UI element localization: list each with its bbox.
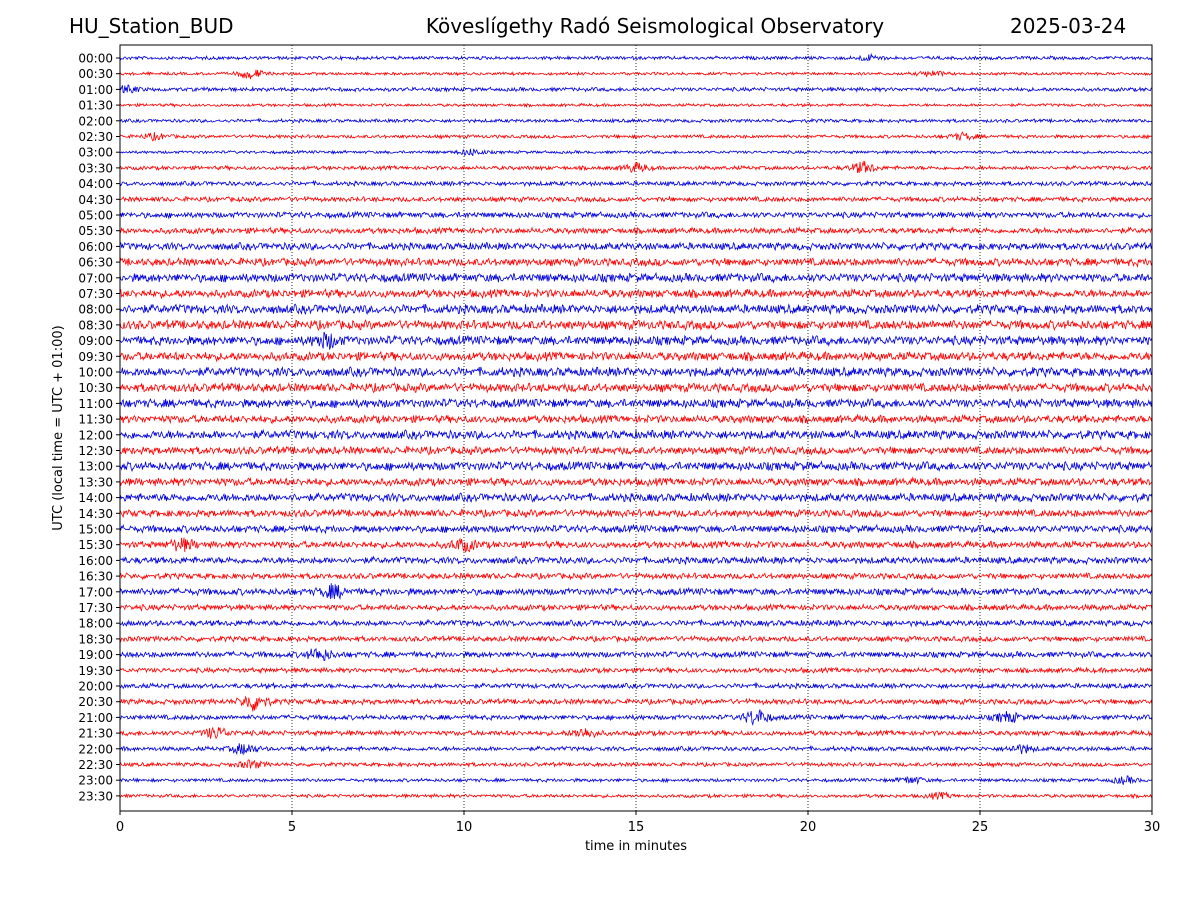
trace-1100 — [119, 397, 1153, 410]
trace-1600 — [119, 555, 1153, 566]
trace-0600 — [119, 241, 1153, 252]
y-tick-label: 00:00 — [78, 52, 113, 66]
y-tick-label: 04:30 — [78, 193, 113, 207]
x-tick-label: 20 — [800, 820, 817, 835]
trace-0030 — [119, 69, 1153, 80]
trace-1700 — [119, 583, 1153, 601]
y-tick-label: 06:00 — [78, 240, 113, 254]
x-tick-label: 10 — [456, 820, 473, 835]
x-tick-label: 25 — [972, 820, 989, 835]
y-tick-label: 08:30 — [78, 318, 113, 332]
trace-2000 — [119, 681, 1153, 690]
date-label: 2025-03-24 — [1010, 14, 1127, 38]
y-tick-label: 14:30 — [78, 507, 113, 521]
y-tick-label: 07:00 — [78, 271, 113, 285]
y-tick-label: 01:00 — [78, 83, 113, 97]
y-tick-label: 14:00 — [78, 491, 113, 505]
y-tick-label: 19:00 — [78, 648, 113, 662]
y-tick-label: 03:00 — [78, 146, 113, 160]
grid-group — [291, 45, 981, 811]
x-tick-label: 30 — [1144, 820, 1161, 835]
y-tick-label: 05:30 — [78, 224, 113, 238]
trace-1530 — [119, 537, 1153, 553]
y-tick-label: 18:00 — [78, 617, 113, 631]
trace-1130 — [119, 413, 1153, 425]
trace-0300 — [119, 148, 1153, 157]
y-tick-label: 11:30 — [78, 413, 113, 427]
trace-1400 — [119, 491, 1153, 504]
y-tick-label: 02:30 — [78, 130, 113, 144]
y-tick-label: 17:00 — [78, 585, 113, 599]
y-tick-label: 05:00 — [78, 209, 113, 223]
trace-1730 — [119, 602, 1153, 612]
x-tick-label: 5 — [288, 820, 296, 835]
trace-0730 — [119, 287, 1153, 300]
trace-2030 — [119, 695, 1153, 712]
y-tick-label: 10:30 — [78, 381, 113, 395]
trace-1330 — [119, 476, 1153, 488]
trace-1200 — [119, 428, 1153, 441]
trace-1230 — [119, 444, 1153, 456]
y-tick-label: 13:00 — [78, 460, 113, 474]
y-tick-label: 13:30 — [78, 475, 113, 489]
x-tick-label: 0 — [116, 820, 124, 835]
y-tick-label: 21:30 — [78, 727, 113, 741]
y-tick-label: 10:00 — [78, 366, 113, 380]
trace-0630 — [119, 256, 1153, 268]
trace-1430 — [119, 508, 1153, 519]
trace-2130 — [119, 726, 1153, 740]
y-tick-label: 17:30 — [78, 601, 113, 615]
x-axis: 0 5 10 15 20 25 30 — [116, 811, 1160, 835]
y-tick-label: 06:30 — [78, 256, 113, 270]
y-tick-label: 21:00 — [78, 711, 113, 725]
y-tick-label: 03:30 — [78, 161, 113, 175]
y-tick-label: 23:30 — [78, 789, 113, 803]
trace-0930 — [119, 350, 1153, 363]
trace-1500 — [119, 523, 1153, 535]
x-axis-label: time in minutes — [585, 839, 687, 854]
trace-0700 — [119, 271, 1153, 284]
trace-0230 — [119, 131, 1152, 142]
y-tick-label: 01:30 — [78, 99, 113, 113]
trace-0100 — [119, 84, 1153, 94]
y-tick-label: 15:00 — [78, 523, 113, 537]
trace-2100 — [119, 709, 1153, 726]
y-tick-label: 18:30 — [78, 632, 113, 646]
y-tick-label: 16:30 — [78, 570, 113, 584]
trace-0900 — [119, 331, 1153, 351]
y-tick-label: 02:00 — [78, 114, 113, 128]
x-tick-label: 15 — [628, 820, 645, 835]
trace-2230 — [119, 759, 1153, 769]
y-tick-label: 09:00 — [78, 334, 113, 348]
y-tick-label: 04:00 — [78, 177, 113, 191]
y-tick-label: 16:00 — [78, 554, 113, 568]
y-tick-label: 23:00 — [78, 774, 113, 788]
y-axis-label: UTC (local time = UTC + 01:00) — [51, 325, 66, 530]
trace-0500 — [119, 210, 1152, 220]
trace-1800 — [119, 618, 1153, 628]
y-tick-label: 09:30 — [78, 350, 113, 364]
observatory-title: Köveslígethy Radó Seismological Observat… — [425, 14, 885, 38]
y-tick-label: 07:30 — [78, 287, 113, 301]
y-tick-label: 22:30 — [78, 758, 113, 772]
y-tick-label: 22:00 — [78, 742, 113, 756]
y-tick-label: 08:00 — [78, 303, 113, 317]
y-tick-label: 12:00 — [78, 428, 113, 442]
y-tick-label: 20:00 — [78, 680, 113, 694]
y-tick-label: 12:30 — [78, 444, 113, 458]
y-tick-label: 11:00 — [78, 397, 113, 411]
y-tick-label: 00:30 — [78, 67, 113, 81]
station-label: HU_Station_BUD — [69, 14, 234, 38]
y-tick-label: 20:30 — [78, 695, 113, 709]
y-tick-label: 19:30 — [78, 664, 113, 678]
y-tick-label: 15:30 — [78, 538, 113, 552]
